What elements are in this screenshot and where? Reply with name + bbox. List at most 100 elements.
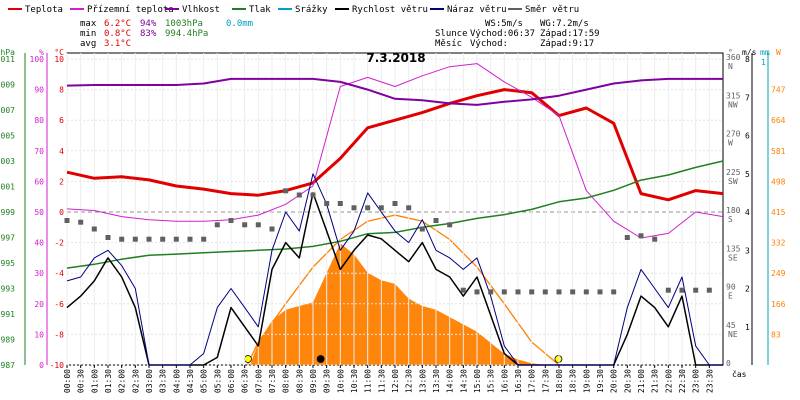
wind-direction-point: [706, 287, 712, 293]
wind-direction-points: [64, 188, 712, 295]
legend-label: Tlak: [249, 5, 271, 15]
tick-dir-name: SE: [728, 253, 738, 262]
x-tick-label: 18:30: [569, 369, 578, 393]
wind-direction-point: [611, 289, 617, 295]
wind-direction-point: [433, 218, 439, 223]
x-tick-label: 16:00: [500, 369, 509, 393]
tick-wm2: 415: [771, 208, 786, 217]
legend-label: Vlhkost: [182, 5, 220, 15]
wind-direction-point: [570, 289, 576, 295]
tick-temp: -2: [54, 239, 64, 248]
wind-direction-point: [638, 233, 644, 239]
tick-hpa: 1005: [0, 132, 15, 141]
wind-direction-point: [214, 222, 220, 228]
tick-pct: 10: [34, 330, 44, 339]
legend-label: Náraz větru: [447, 5, 507, 15]
wind-direction-point: [365, 205, 371, 211]
stats-row-label: max: [80, 19, 97, 29]
stats-humidity: 83%: [140, 29, 157, 39]
tick-wm2: 166: [771, 300, 786, 309]
series-2-line: [66, 77, 723, 106]
x-tick-label: 04:30: [186, 369, 195, 393]
x-tick-label: 01:30: [104, 369, 113, 393]
tick-temp: 10: [54, 55, 64, 64]
wind-direction-point: [78, 219, 84, 225]
wind-direction-point: [324, 201, 330, 206]
x-tick-label: 04:00: [172, 369, 181, 393]
tick-wm2: 249: [771, 269, 786, 278]
x-tick-label: 15:30: [487, 369, 496, 393]
axis-label-hpa: hPa: [1, 48, 16, 57]
tick-dir-name: SW: [728, 177, 738, 186]
stats-temp: 6.2°C: [104, 19, 131, 29]
wind-gust-info: WG:7.2m/s: [540, 19, 589, 29]
wind-direction-point: [583, 289, 589, 295]
x-tick-label: 19:30: [596, 369, 605, 393]
x-tick-label: 00:30: [77, 369, 86, 393]
tick-temp: 8: [59, 86, 64, 95]
x-tick-label: 02:30: [131, 369, 140, 393]
tick-dir: 270: [726, 130, 741, 139]
wind-direction-point: [542, 289, 548, 295]
wind-direction-point: [679, 287, 685, 293]
wind-direction-point: [474, 289, 480, 295]
wind-speed-info: WS:5m/s: [485, 19, 523, 29]
x-tick-label: 14:00: [446, 369, 455, 393]
x-axis-label: čas: [732, 369, 747, 379]
axis-label-pct: %: [39, 48, 44, 57]
tick-wm2: 664: [771, 116, 786, 125]
sunrise-marker: [244, 355, 252, 363]
wind-direction-point: [310, 192, 316, 198]
wind-direction-point: [665, 287, 671, 293]
x-tick-label: 10:30: [350, 369, 359, 393]
x-tick-label: 23:00: [692, 369, 701, 393]
tick-dir-name: W: [728, 139, 733, 148]
wind-direction-point: [378, 205, 384, 211]
wind-direction-point: [201, 236, 207, 242]
tick-dir-name: N: [728, 62, 733, 71]
wind-direction-point: [296, 192, 302, 198]
tick-hpa: 1011: [0, 55, 15, 64]
tick-dir-name: NE: [728, 330, 738, 339]
x-tick-label: 22:00: [664, 369, 673, 393]
tick-hpa: 995: [1, 259, 16, 268]
wind-direction-point: [64, 218, 70, 223]
tick-pct: 0: [39, 361, 44, 370]
legend-label: Přízemní teplota: [87, 5, 174, 15]
tick-temp: -6: [54, 300, 64, 309]
tick-dir: 0: [726, 359, 731, 368]
tick-dir: 225: [726, 168, 741, 177]
tick-hpa: 991: [1, 310, 16, 319]
tick-wm2: 747: [771, 86, 786, 95]
tick-dir-name: E: [728, 292, 733, 301]
tick-hpa: 1007: [0, 106, 15, 115]
tick-temp: 2: [59, 177, 64, 186]
wind-direction-point: [146, 236, 152, 242]
tick-temp: -4: [54, 269, 64, 278]
axis-label-mm: mm: [760, 48, 770, 57]
stats-pressure: 994.4hPa: [165, 29, 208, 39]
tick-ms: 4: [745, 208, 750, 217]
moonset-marker: [316, 355, 325, 363]
x-tick-label: 10:00: [336, 369, 345, 393]
x-tick-label: 21:30: [651, 369, 660, 393]
tick-pct: 20: [34, 300, 44, 309]
tick-dir-name: NW: [728, 100, 738, 109]
x-tick-label: 02:00: [118, 369, 127, 393]
tick-hpa: 1001: [0, 183, 15, 192]
wind-direction-point: [693, 287, 699, 293]
series-1-line: [66, 63, 724, 239]
x-tick-label: 21:00: [637, 369, 646, 393]
x-tick-label: 07:30: [268, 369, 277, 393]
x-tick-label: 12:00: [391, 369, 400, 393]
x-tick-label: 14:30: [459, 369, 468, 393]
x-tick-label: 22:30: [678, 369, 687, 393]
tick-dir: 180: [726, 206, 741, 215]
x-tick-label: 07:00: [254, 369, 263, 393]
tick-ms: 7: [745, 93, 750, 102]
stats-pressure: 1003hPa: [165, 19, 203, 29]
x-tick-label: 13:30: [432, 369, 441, 393]
tick-dir-name: S: [728, 215, 733, 224]
